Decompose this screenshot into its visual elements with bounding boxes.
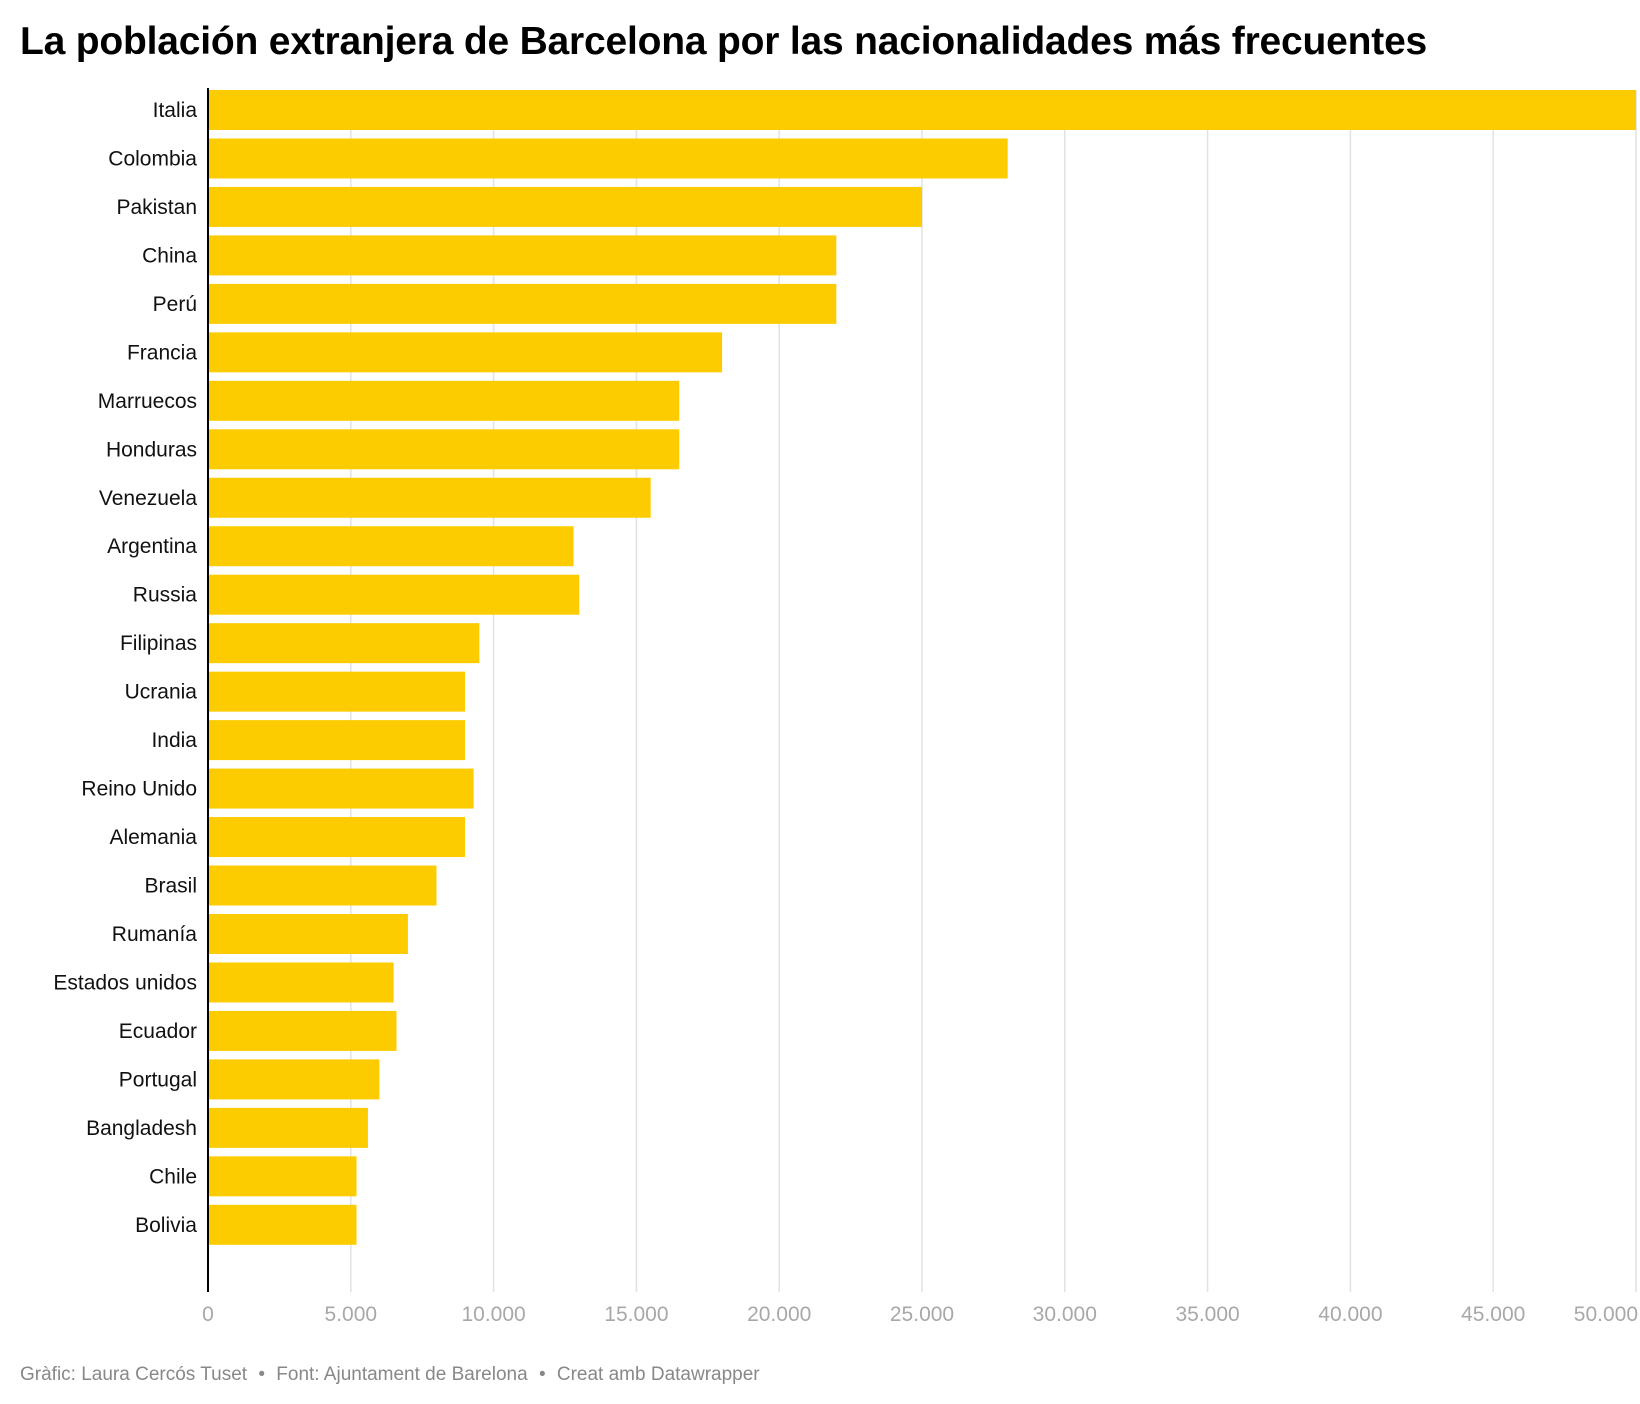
x-tick-label: 15.000	[604, 1303, 668, 1326]
category-label: China	[142, 244, 197, 267]
bar	[208, 138, 1008, 179]
bar	[208, 1010, 397, 1051]
category-label: Colombia	[108, 147, 197, 170]
category-label: Pakistan	[116, 196, 197, 219]
bar	[208, 332, 723, 373]
category-label: Filipinas	[120, 632, 197, 655]
bar	[208, 186, 922, 227]
category-label: Rumanía	[112, 923, 198, 946]
category-label: Reino Unido	[81, 778, 197, 801]
x-tick-label: 45.000	[1461, 1303, 1525, 1326]
category-label: Estados unidos	[53, 971, 197, 994]
category-label: Alemania	[109, 826, 197, 849]
chart-title: La población extranjera de Barcelona por…	[20, 20, 1428, 63]
bar	[208, 913, 408, 954]
bar	[208, 526, 574, 567]
x-tick-label: 25.000	[890, 1303, 954, 1326]
bar	[208, 235, 837, 276]
footer-source: Font: Ajuntament de Barelona	[276, 1364, 528, 1385]
x-tick-label: 20.000	[747, 1303, 811, 1326]
x-tick-label: 0	[202, 1303, 214, 1326]
category-label: Bangladesh	[86, 1117, 197, 1140]
bar	[208, 477, 651, 518]
footer-separator: •	[258, 1364, 265, 1385]
category-label: Italia	[153, 99, 198, 122]
category-label: Bolivia	[135, 1214, 197, 1237]
bar	[208, 817, 466, 858]
category-label: Chile	[149, 1165, 197, 1188]
bars	[208, 90, 1636, 1245]
x-tick-label: 50.000	[1574, 1303, 1638, 1326]
category-label: Honduras	[106, 438, 197, 461]
footer-credit: Gràfic: Laura Cercós Tuset	[20, 1364, 248, 1385]
bar	[208, 90, 1636, 130]
category-label: Portugal	[119, 1068, 197, 1091]
bar	[208, 1059, 380, 1100]
category-labels: Italia Colombia Pakistan China Perú Francia Ma…	[53, 99, 197, 1237]
x-axis-tick-labels: 0 5.000 10.000 15.000 20.000 25.000 30.000 35.0…	[202, 1303, 1638, 1326]
x-tick-label: 35.000	[1175, 1303, 1239, 1326]
x-tick-label: 30.000	[1033, 1303, 1097, 1326]
bar	[208, 720, 466, 761]
bar	[208, 574, 580, 615]
category-label: Ucrania	[125, 681, 198, 704]
x-tick-label: 10.000	[461, 1303, 525, 1326]
bar	[208, 380, 680, 421]
bar	[208, 283, 837, 324]
category-label: Francia	[127, 341, 197, 364]
bar	[208, 1204, 357, 1245]
footer-separator: •	[538, 1364, 546, 1385]
footer-tool: Creat amb Datawrapper	[556, 1364, 760, 1385]
x-tick-label: 40.000	[1318, 1303, 1382, 1326]
bar	[208, 1107, 368, 1148]
category-label: Perú	[153, 293, 197, 316]
category-label: Argentina	[107, 535, 197, 558]
category-label: Brasil	[144, 875, 197, 898]
category-label: Ecuador	[119, 1020, 197, 1043]
bar	[208, 671, 466, 712]
x-tick-label: 5.000	[325, 1303, 378, 1326]
bar	[208, 1156, 357, 1197]
category-label: Russia	[133, 584, 198, 607]
category-label: India	[151, 729, 197, 752]
bar	[208, 962, 394, 1003]
category-label: Venezuela	[99, 487, 197, 510]
bar	[208, 623, 480, 664]
footer: Gràfic: Laura Cercós Tuset • Font: Ajunt…	[20, 1364, 760, 1386]
bar	[208, 768, 474, 809]
category-label: Marruecos	[98, 390, 197, 413]
bar	[208, 429, 680, 470]
bar	[208, 865, 437, 906]
